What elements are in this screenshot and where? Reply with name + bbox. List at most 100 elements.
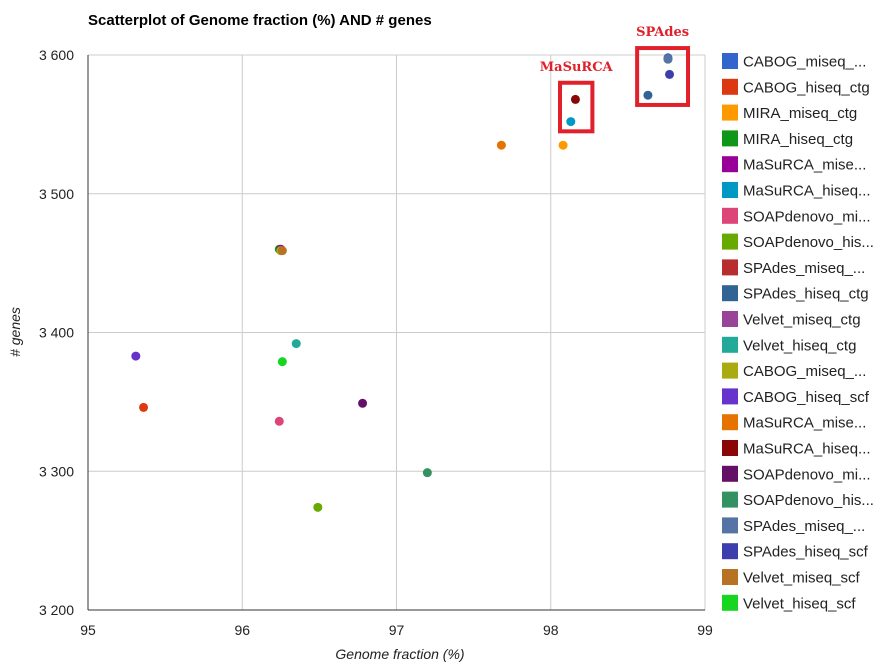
legend-item[interactable]: SPAdes_miseq_...: [722, 517, 865, 535]
legend-swatch: [722, 465, 738, 482]
legend-label: MaSuRCA_hiseq...: [743, 441, 871, 458]
legend-item[interactable]: MIRA_hiseq_ctg: [722, 130, 853, 148]
legend-item[interactable]: CABOG_hiseq_ctg: [722, 78, 870, 97]
legend-item[interactable]: SPAdes_hiseq_scf: [722, 543, 869, 561]
legend-swatch: [722, 491, 738, 508]
legend-swatch: [722, 104, 738, 121]
legend-label: MaSuRCA_hiseq...: [743, 183, 871, 200]
legend-swatch: [722, 362, 738, 379]
legend-item[interactable]: MaSuRCA_hiseq...: [722, 182, 871, 200]
legend-swatch: [722, 440, 738, 456]
legend-swatch: [722, 388, 738, 405]
data-point[interactable]: [291, 339, 301, 349]
legend-swatch: [722, 130, 738, 147]
legend-item[interactable]: SOAPdenovo_mi...: [722, 207, 871, 226]
data-point[interactable]: [131, 351, 141, 361]
legend-label: SOAPdenovo_his...: [743, 234, 874, 251]
axes: 95 96 97 98 99 3 200 3 300 3 400 3 500 3 600: [39, 47, 713, 638]
legend-item[interactable]: SOAPdenovo_his...: [722, 233, 874, 252]
y-tick-label: 3 400: [39, 325, 74, 341]
legend-label: SPAdes_hiseq_ctg: [743, 286, 869, 303]
legend-label: CABOG_miseq_...: [743, 363, 866, 380]
legend-label: SOAPdenovo_mi...: [743, 466, 871, 483]
legend-swatch: [722, 53, 738, 69]
legend-swatch: [722, 285, 738, 302]
legend-label: MaSuRCA_mise...: [743, 157, 866, 174]
annotation-label: MaSuRCA: [540, 60, 614, 75]
annotation-box: [635, 46, 691, 107]
data-point[interactable]: [570, 94, 580, 104]
legend-item[interactable]: SOAPdenovo_his...: [722, 491, 874, 510]
y-axis-label: # genes: [7, 307, 23, 357]
data-point[interactable]: [274, 416, 284, 426]
legend-item[interactable]: MIRA_miseq_ctg: [722, 104, 857, 123]
data-point[interactable]: [665, 69, 675, 79]
legend-label: Velvet_miseq_scf: [743, 570, 861, 587]
legend-swatch: [722, 233, 738, 250]
data-points: [131, 53, 675, 512]
legend-item[interactable]: SPAdes_hiseq_ctg: [722, 285, 869, 303]
legend-swatch: [722, 414, 738, 431]
legend-label: CABOG_hiseq_scf: [743, 389, 870, 406]
legend-swatch: [722, 543, 738, 560]
chart-title: Scatterplot of Genome fraction (%) AND #…: [88, 12, 432, 29]
x-tick-label: 96: [234, 622, 250, 638]
legend-item[interactable]: CABOG_hiseq_scf: [722, 388, 870, 406]
data-point[interactable]: [643, 90, 653, 100]
data-point[interactable]: [139, 402, 149, 412]
y-tick-label: 3 500: [39, 186, 74, 202]
data-point[interactable]: [566, 117, 576, 127]
legend-label: Velvet_hiseq_ctg: [743, 337, 856, 354]
legend-swatch: [722, 336, 738, 353]
legend: CABOG_miseq_... CABOG_hiseq_ctg MIRA_miseq…: [722, 53, 874, 612]
data-point[interactable]: [422, 468, 432, 478]
legend-item[interactable]: Velvet_miseq_ctg: [722, 311, 861, 329]
grid-lines: [87, 54, 706, 611]
legend-item[interactable]: SPAdes_miseq_...: [722, 259, 865, 277]
legend-label: SPAdes_hiseq_scf: [743, 544, 869, 561]
legend-label: SOAPdenovo_mi...: [743, 208, 871, 225]
legend-swatch: [722, 311, 738, 327]
data-point[interactable]: [663, 54, 673, 64]
legend-item[interactable]: MaSuRCA_hiseq...: [722, 440, 871, 458]
legend-item[interactable]: SOAPdenovo_mi...: [722, 465, 871, 484]
legend-swatch: [722, 207, 738, 224]
legend-item[interactable]: CABOG_miseq_...: [722, 362, 866, 381]
legend-swatch: [722, 156, 738, 173]
data-point[interactable]: [358, 398, 368, 408]
legend-item[interactable]: Velvet_hiseq_ctg: [722, 336, 856, 355]
y-tick-label: 3 600: [39, 47, 74, 63]
legend-label: CABOG_hiseq_ctg: [743, 79, 870, 96]
x-tick-label: 95: [80, 622, 96, 638]
legend-item[interactable]: MaSuRCA_mise...: [722, 156, 866, 174]
legend-swatch: [722, 594, 738, 611]
legend-swatch: [722, 182, 738, 198]
data-point[interactable]: [496, 140, 506, 150]
data-point[interactable]: [313, 502, 323, 512]
legend-label: SPAdes_miseq_...: [743, 518, 865, 535]
x-tick-label: 98: [543, 622, 559, 638]
legend-item[interactable]: Velvet_hiseq_scf: [722, 594, 856, 613]
y-tick-label: 3 300: [39, 463, 74, 479]
x-tick-label: 97: [389, 622, 405, 638]
data-point[interactable]: [558, 140, 568, 150]
legend-item[interactable]: CABOG_miseq_...: [722, 53, 866, 71]
annotation-label: SPAdes: [636, 25, 689, 40]
data-point[interactable]: [277, 357, 287, 367]
legend-swatch: [722, 517, 738, 534]
legend-label: MIRA_miseq_ctg: [743, 105, 857, 122]
y-tick-label: 3 200: [39, 602, 74, 618]
legend-label: CABOG_miseq_...: [743, 54, 866, 71]
legend-label: MIRA_hiseq_ctg: [743, 131, 853, 148]
annotations: MaSuRCA SPAdes: [540, 25, 691, 134]
legend-swatch: [722, 569, 738, 585]
legend-item[interactable]: MaSuRCA_mise...: [722, 414, 866, 432]
legend-label: Velvet_hiseq_scf: [743, 595, 856, 612]
data-point[interactable]: [277, 246, 287, 256]
legend-swatch: [722, 78, 738, 95]
legend-label: Velvet_miseq_ctg: [743, 312, 861, 329]
x-tick-label: 99: [697, 622, 713, 638]
legend-item[interactable]: Velvet_miseq_scf: [722, 569, 861, 587]
legend-label: MaSuRCA_mise...: [743, 415, 866, 432]
